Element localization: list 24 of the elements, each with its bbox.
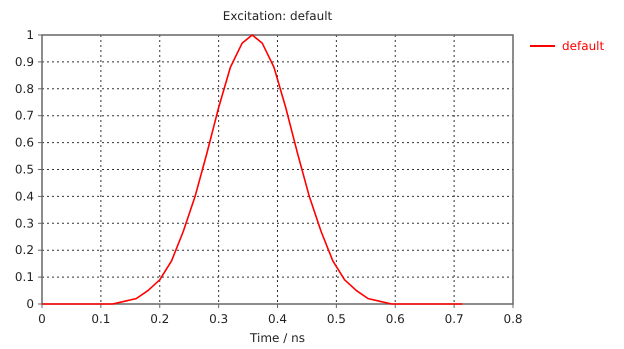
chart-title: Excitation: default — [222, 9, 333, 23]
line-series — [41, 34, 464, 305]
y-tick-label: 1 — [26, 28, 34, 42]
x-tick-label: 0.4 — [268, 312, 288, 326]
y-tick-label: 0.1 — [14, 270, 34, 284]
y-tick-label: 0.5 — [14, 162, 34, 176]
x-tick-label: 0.7 — [444, 312, 464, 326]
x-tick-label: 0.3 — [209, 312, 228, 326]
y-tick-label: 0.9 — [14, 54, 34, 69]
x-tick-label: 0.5 — [326, 312, 346, 326]
legend-label: default — [562, 39, 605, 53]
x-tick-label: 0.2 — [150, 312, 170, 326]
y-tick-label: 0 — [26, 297, 34, 311]
y-tick-label: 0.2 — [14, 243, 34, 258]
x-tick-label: 0.1 — [91, 312, 110, 326]
y-tick-label: 0.4 — [14, 189, 34, 204]
y-tick-label: 0.8 — [14, 82, 34, 96]
x-axis-title: Time / ns — [249, 331, 305, 345]
x-tick-label: 0.8 — [503, 312, 523, 326]
x-tick-label: 0.6 — [386, 312, 405, 326]
x-tick-label: 0 — [38, 312, 46, 326]
y-tick-label: 0.3 — [14, 216, 34, 230]
y-tick-label: 0.7 — [14, 108, 34, 123]
y-tick-label: 0.6 — [14, 136, 34, 150]
